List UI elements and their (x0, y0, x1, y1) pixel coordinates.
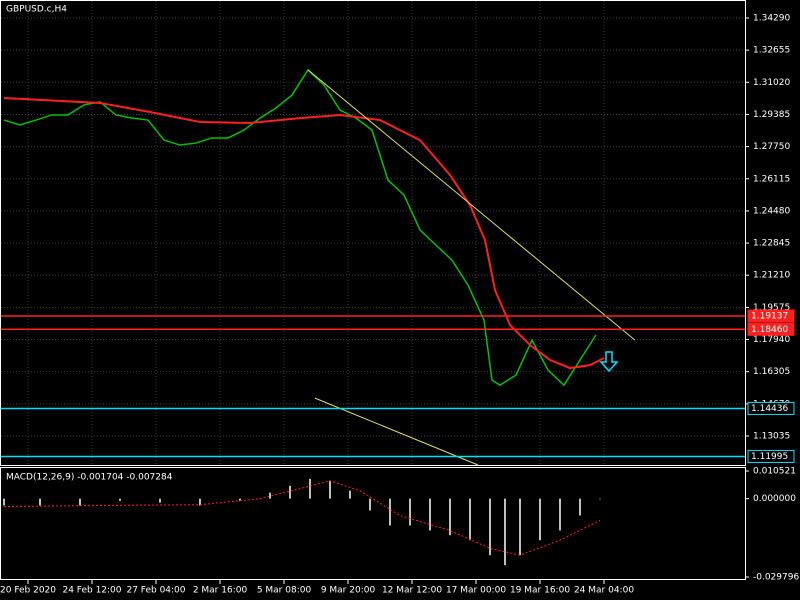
level-label: 1.18460 (751, 325, 788, 335)
level-label-box (747, 322, 795, 336)
signal-line (3, 480, 601, 556)
macd-title: MACD(12,26,9) -0.001704 -0.007284 (6, 473, 173, 483)
histogram-bar (349, 490, 351, 499)
x-tick-label: 9 Mar 20:00 (321, 586, 376, 596)
signal-arrow (599, 351, 619, 373)
histogram-bar (599, 498, 601, 500)
histogram-bar (579, 498, 581, 516)
y-tick-label: 1.19575 (753, 303, 790, 313)
histogram-bar (309, 478, 311, 499)
x-tick-label: 2 Mar 16:00 (193, 586, 248, 596)
y-tick-label: 0.000000 (753, 494, 796, 504)
level-label: 1.14436 (751, 404, 788, 414)
y-tick-label: 1.27750 (753, 142, 790, 152)
histogram-bar (559, 498, 561, 531)
series-line (3, 97, 605, 370)
histogram-bar (469, 498, 471, 541)
level-label-box (747, 401, 795, 415)
trend-line (314, 397, 479, 466)
histogram-bar (539, 498, 541, 541)
chart-title: GBPUSD.c,H4 (6, 5, 67, 15)
level-label-box (747, 309, 795, 323)
histogram-bar (449, 498, 451, 536)
y-tick-label: 1.13035 (753, 431, 790, 441)
x-tick-label: 24 Mar 04:00 (574, 586, 634, 596)
y-tick-label: 1.26115 (753, 174, 790, 184)
histogram-bar (199, 498, 201, 506)
x-tick-label: 17 Mar 00:00 (446, 586, 506, 596)
series-line (3, 68, 597, 387)
x-tick-label: 12 Mar 12:00 (382, 586, 442, 596)
histogram-bar (269, 492, 271, 499)
trend-line (307, 69, 636, 341)
histogram-bar (119, 498, 121, 501)
y-tick-label: 1.32655 (753, 46, 790, 56)
y-tick-label: 1.29385 (753, 110, 790, 120)
histogram-bar (329, 480, 331, 499)
y-tick-label: 1.24480 (753, 206, 790, 216)
x-tick-label: 19 Mar 16:00 (510, 586, 570, 596)
x-tick-label: 24 Feb 12:00 (62, 586, 121, 596)
histogram-bar (239, 498, 241, 501)
histogram-bar (79, 498, 81, 506)
histogram-bar (489, 498, 491, 556)
x-tick-label: 27 Feb 04:00 (126, 586, 185, 596)
y-tick-label: -0.029796 (753, 573, 799, 583)
x-tick-label: 20 Feb 2020 (0, 586, 56, 596)
y-tick-label: 1.22845 (753, 239, 790, 249)
level-label: 1.11995 (751, 452, 788, 462)
histogram-bar (409, 498, 411, 526)
histogram-bar (369, 498, 371, 511)
histogram-bar (519, 498, 521, 556)
y-tick-label: 1.34290 (753, 13, 790, 23)
histogram-bar (429, 498, 431, 531)
y-tick-label: 1.21210 (753, 271, 790, 281)
x-tick-label: 5 Mar 08:00 (257, 586, 312, 596)
histogram-bar (159, 498, 161, 503)
y-tick-label: 1.31020 (753, 78, 790, 88)
macd-panel (0, 467, 746, 580)
y-tick-label: 0.010521 (753, 467, 796, 477)
y-tick-label: 1.17940 (753, 335, 790, 345)
level-label: 1.19137 (751, 311, 788, 321)
histogram-bar (3, 498, 5, 506)
histogram-bar (389, 498, 391, 526)
price-panel (0, 0, 746, 466)
histogram-bar (289, 485, 291, 499)
histogram-bar (504, 498, 506, 566)
histogram-bar (39, 498, 41, 506)
level-label-box (747, 449, 795, 463)
y-tick-label: 1.16305 (753, 367, 790, 377)
